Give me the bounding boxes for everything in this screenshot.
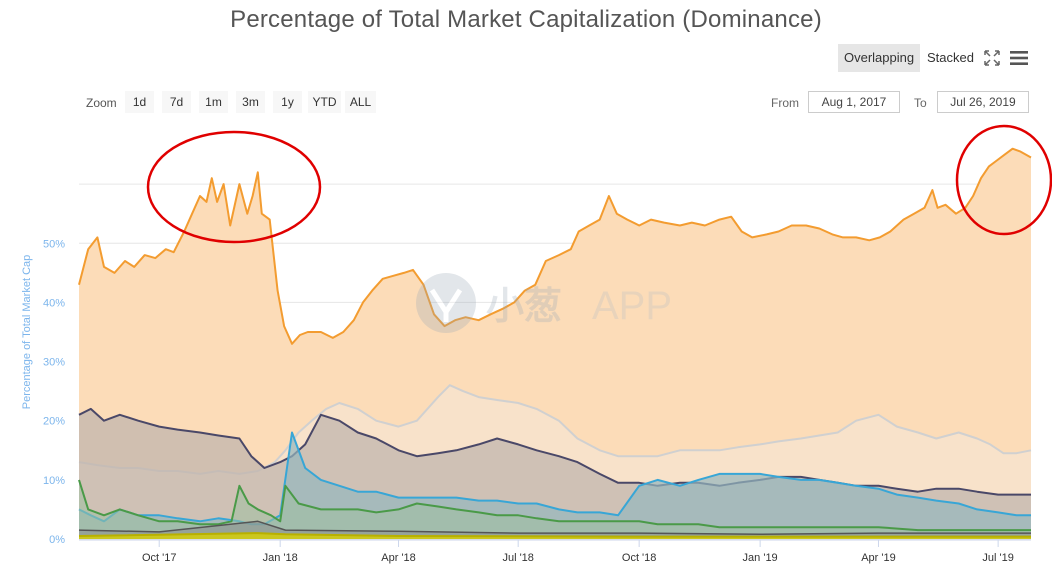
watermark: 小葱 APP <box>416 273 672 333</box>
y-tick-label: 0% <box>49 534 65 546</box>
hamburger-menu-icon[interactable] <box>1010 50 1028 66</box>
x-tick-label: Jan '18 <box>263 552 298 564</box>
watermark-logo-icon <box>416 273 476 333</box>
watermark-en-text: APP <box>592 284 672 328</box>
x-tick-label: Oct '18 <box>622 552 657 564</box>
x-tick-label: Oct '17 <box>142 552 177 564</box>
fullscreen-icon[interactable] <box>984 50 1000 66</box>
series-line-bch <box>78 431 1031 526</box>
overlapping-toggle[interactable]: Overlapping <box>838 44 921 72</box>
x-tick-label: Apr '19 <box>861 552 896 564</box>
chart-title: Percentage of Total Market Capitalizatio… <box>230 6 822 33</box>
watermark-cn-text: 小葱 <box>486 284 562 328</box>
series-line-btc <box>78 147 1032 345</box>
zoom-label: Zoom <box>86 96 117 110</box>
series-line-other1 <box>78 520 1031 536</box>
zoom-7d-button[interactable]: 7d <box>162 91 191 113</box>
axes: 0% 10% 20% 30% 40% 50% Oct '17 Jan '18 Apr '18 Ju… <box>43 238 1031 564</box>
series-area-ltc <box>79 479 1031 539</box>
y-axis-title: Percentage of Total Market Cap <box>21 255 33 410</box>
y-tick-label: 20% <box>43 416 65 428</box>
x-tick-label: Apr '18 <box>381 552 416 564</box>
annotation-ellipse-2017-peak <box>146 130 322 244</box>
x-tick-label: Jul '19 <box>982 552 1013 564</box>
x-tick-label: Jul '18 <box>502 552 533 564</box>
zoom-1m-button[interactable]: 1m <box>199 91 228 113</box>
zoom-1y-button[interactable]: 1y <box>273 91 302 113</box>
y-tick-label: 30% <box>43 357 65 369</box>
y-tick-label: 10% <box>43 475 65 487</box>
stacked-toggle[interactable]: Stacked <box>927 50 974 65</box>
annotation-ellipse-2019-peak <box>955 124 1052 236</box>
x-tick-label: Jan '19 <box>743 552 778 564</box>
zoom-all-button[interactable]: ALL <box>345 91 376 113</box>
range-to-input[interactable] <box>937 91 1029 113</box>
series-areas <box>78 147 1032 539</box>
range-from-label: From <box>771 96 799 110</box>
y-tick-label: 50% <box>43 238 65 250</box>
zoom-1d-button[interactable]: 1d <box>125 91 154 113</box>
zoom-3m-button[interactable]: 3m <box>236 91 265 113</box>
series-line-ltc <box>78 479 1031 532</box>
series-line-other2 <box>78 532 1031 538</box>
zoom-ytd-button[interactable]: YTD <box>308 91 341 113</box>
range-from-input[interactable] <box>808 91 900 113</box>
series-line-xrp <box>78 407 1031 496</box>
range-to-label: To <box>914 96 927 110</box>
y-tick-label: 40% <box>43 297 65 309</box>
